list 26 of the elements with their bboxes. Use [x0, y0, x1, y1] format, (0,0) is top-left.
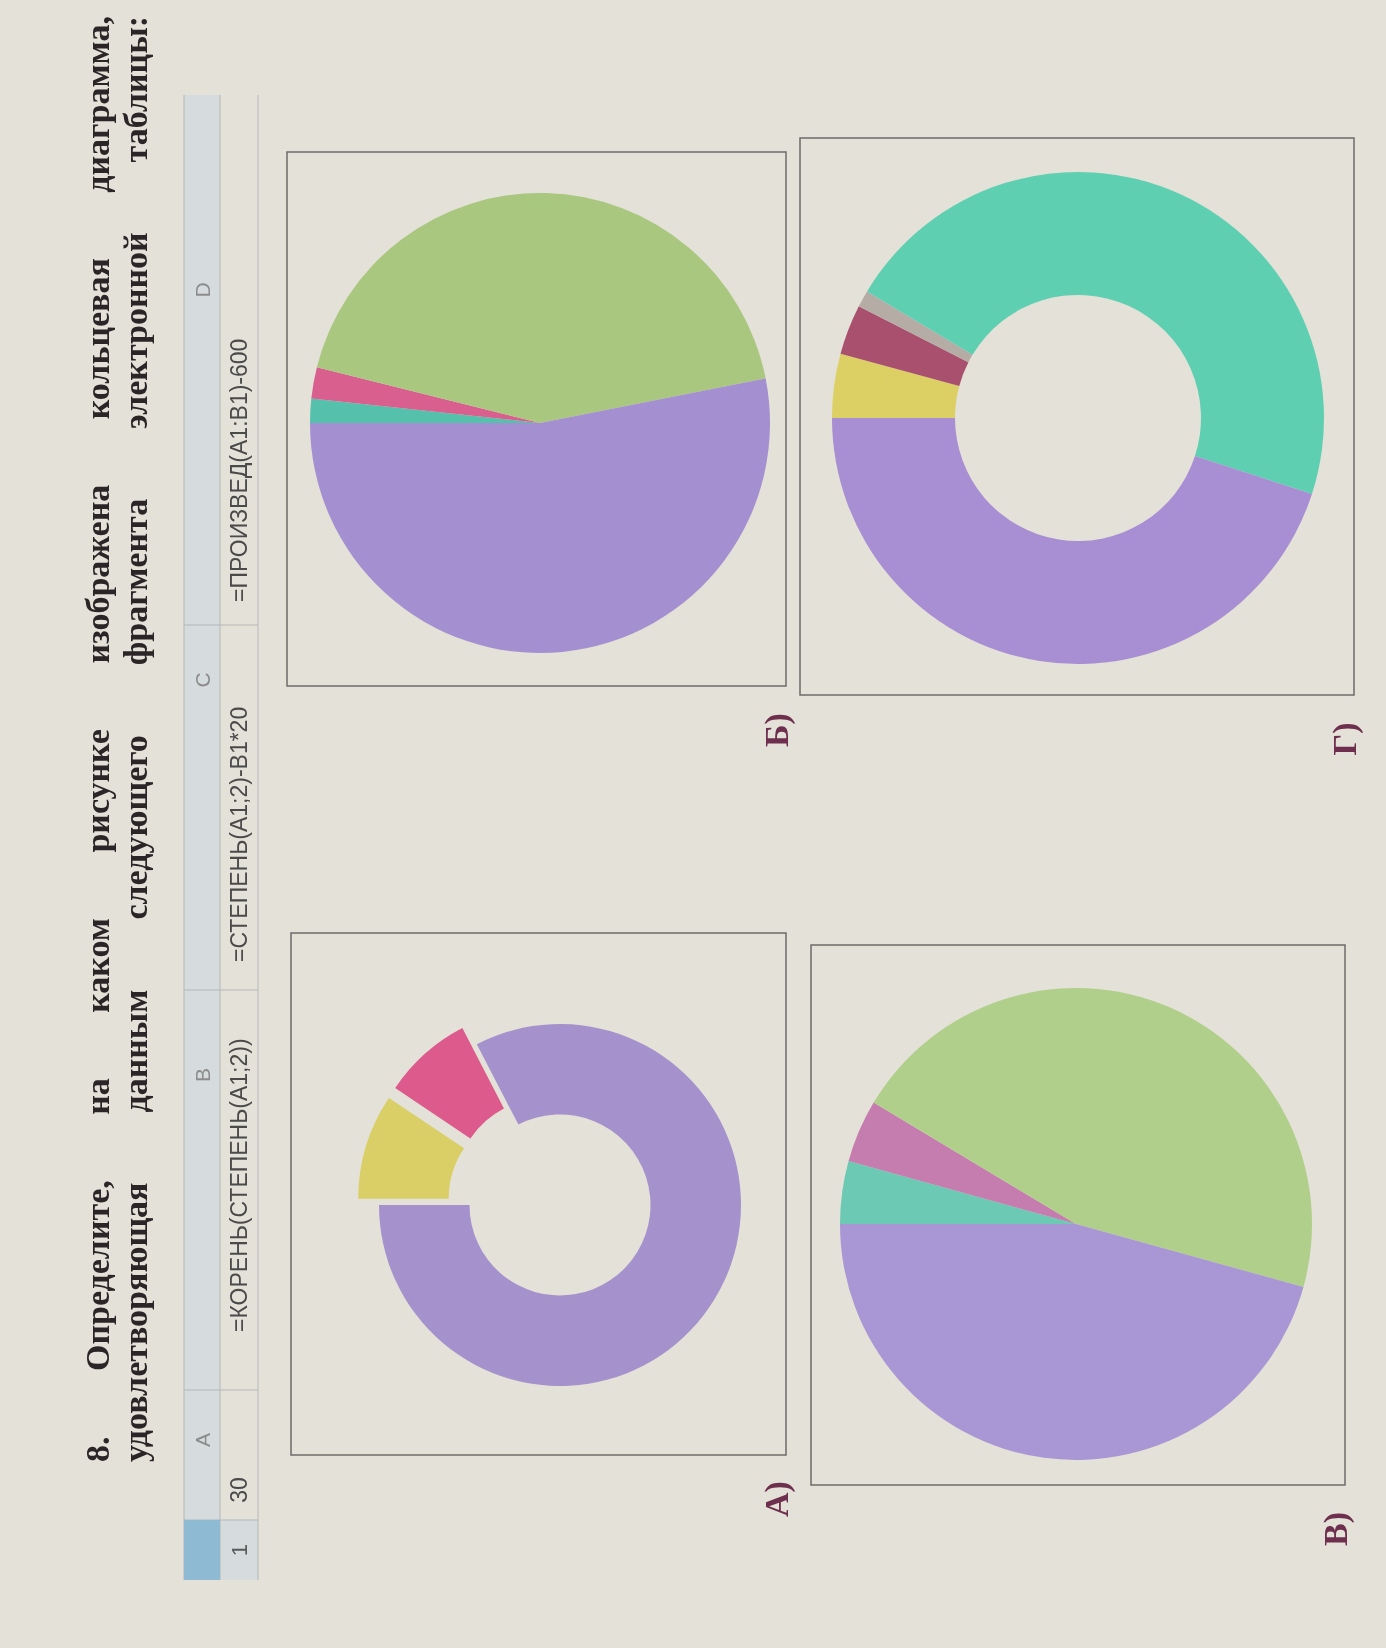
- text: Г): [1325, 722, 1364, 756]
- text: =СТЕПЕНЬ(A1;2)-B1*20: [226, 706, 252, 962]
- donut-slice: [840, 306, 969, 386]
- text: =КОРЕНЬ(СТЕПЕНЬ(A1;2)): [226, 1038, 252, 1332]
- text: B: [190, 1067, 214, 1083]
- pie-slice: [873, 988, 1312, 1287]
- pie-slice: [848, 1102, 1076, 1224]
- text: 1: [226, 1543, 252, 1557]
- text: Б): [757, 713, 796, 747]
- text: А): [757, 1481, 796, 1517]
- donut-slice: [867, 172, 1324, 495]
- text: =ПРОИЗВЕД(A1:B1)-600: [226, 338, 252, 602]
- text: D: [190, 282, 214, 298]
- text: C: [190, 672, 214, 688]
- donut-slice: [858, 291, 973, 363]
- donut-slice: [832, 353, 960, 418]
- pie-slice: [311, 367, 540, 423]
- pie-slice: [310, 378, 770, 653]
- pie-slice: [316, 193, 766, 423]
- text: В): [1316, 1512, 1355, 1546]
- text: 8. Определите, на каком рисунке изображена кольцевая диаграмма, удовлетворяющая данным следующего фрагмента электронной таблицы:: [78, 16, 154, 1462]
- text: 30: [226, 1477, 252, 1503]
- donut-slice: [832, 418, 1312, 664]
- pie-slice: [840, 1224, 1304, 1460]
- text: A: [190, 1432, 214, 1448]
- pie-slice: [840, 1161, 1076, 1224]
